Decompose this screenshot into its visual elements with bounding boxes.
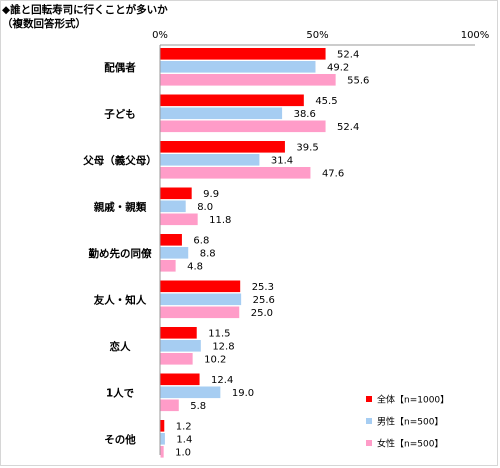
bar-1-5 [160,293,242,306]
bar-0-2 [160,141,285,153]
data-label-1-0: 49.2 [327,63,349,74]
data-label-0-0: 52.4 [337,50,359,61]
bar-2-4 [160,260,176,272]
bar-2-7 [160,399,179,412]
chart-title: ◆誰と回転寿司に行くことが多いか [2,4,168,16]
data-label-2-8: 1.0 [175,448,191,459]
category-label-5: 友人・知人 [93,293,147,306]
bar-1-1 [160,107,283,120]
data-label-1-4: 8.8 [200,249,216,260]
category-label-0: 配偶者 [104,61,136,74]
bar-2-5 [160,306,240,319]
bar-2-6 [160,353,193,365]
data-label-1-5: 25.6 [253,295,275,306]
data-label-2-2: 47.6 [322,169,344,180]
bar-2-0 [160,74,336,86]
data-label-0-7: 12.4 [211,375,233,386]
data-label-2-3: 11.8 [209,215,231,226]
bar-0-1 [160,94,304,107]
legend-label-0: 全体【n=1000】 [377,394,449,406]
bar-1-2 [160,154,260,166]
data-label-2-5: 25.0 [251,308,273,319]
bar-2-3 [160,213,198,226]
legend-swatch-2 [366,440,372,446]
bar-1-7 [160,386,221,399]
legend-swatch-0 [366,396,372,402]
data-label-1-3: 8.0 [197,202,213,213]
category-label-2: 父母（義父母） [82,154,157,167]
bar-0-5 [160,280,241,293]
data-label-2-4: 4.8 [187,262,203,273]
category-label-1: 子ども [104,107,136,120]
bar-0-0 [160,48,326,60]
bar-1-0 [160,61,316,73]
bar-0-3 [160,187,192,200]
bar-1-4 [160,247,189,259]
legend-swatch-1 [366,418,372,424]
data-label-0-2: 39.5 [296,143,318,154]
data-label-1-7: 19.0 [232,388,254,399]
data-label-2-6: 10.2 [204,355,226,366]
data-label-0-8: 1.2 [176,422,192,433]
bar-1-3 [160,200,186,213]
x-tick-label-100: 100% [461,30,490,41]
category-label-7: 1人で [106,386,135,399]
data-label-0-5: 25.3 [252,282,274,293]
data-label-2-7: 5.8 [190,401,206,412]
data-label-1-1: 38.6 [294,109,316,120]
x-tick-label-0: 0% [152,30,168,41]
category-label-4: 勤め先の同僚 [89,247,152,260]
data-label-1-6: 12.8 [212,342,234,353]
data-label-1-8: 1.4 [176,435,192,446]
data-label-0-3: 9.9 [203,189,219,200]
category-label-6: 恋人 [110,340,131,353]
bar-2-1 [160,120,326,133]
data-label-1-2: 31.4 [271,156,293,167]
bar-0-4 [160,234,182,246]
category-label-3: 親戚・親類 [94,200,147,213]
bar-1-8 [160,433,165,445]
legend-label-1: 男性【n=500】 [377,416,443,428]
category-label-8: その他 [104,433,136,446]
data-label-2-1: 52.4 [337,122,359,133]
chart-subtitle: （複数回答形式） [2,18,86,30]
bar-0-7 [160,373,200,386]
legend-label-2: 女性【n=500】 [377,438,443,450]
data-label-0-6: 11.5 [208,329,230,340]
x-tick-label-50: 50% [306,30,328,41]
bar-2-8 [160,446,164,458]
data-label-2-0: 55.6 [347,76,369,87]
data-label-0-4: 6.8 [193,236,209,247]
bar-1-6 [160,340,201,352]
bar-0-6 [160,327,197,339]
bar-0-8 [160,420,165,432]
data-label-0-1: 45.5 [315,96,337,107]
bar-2-2 [160,167,311,179]
